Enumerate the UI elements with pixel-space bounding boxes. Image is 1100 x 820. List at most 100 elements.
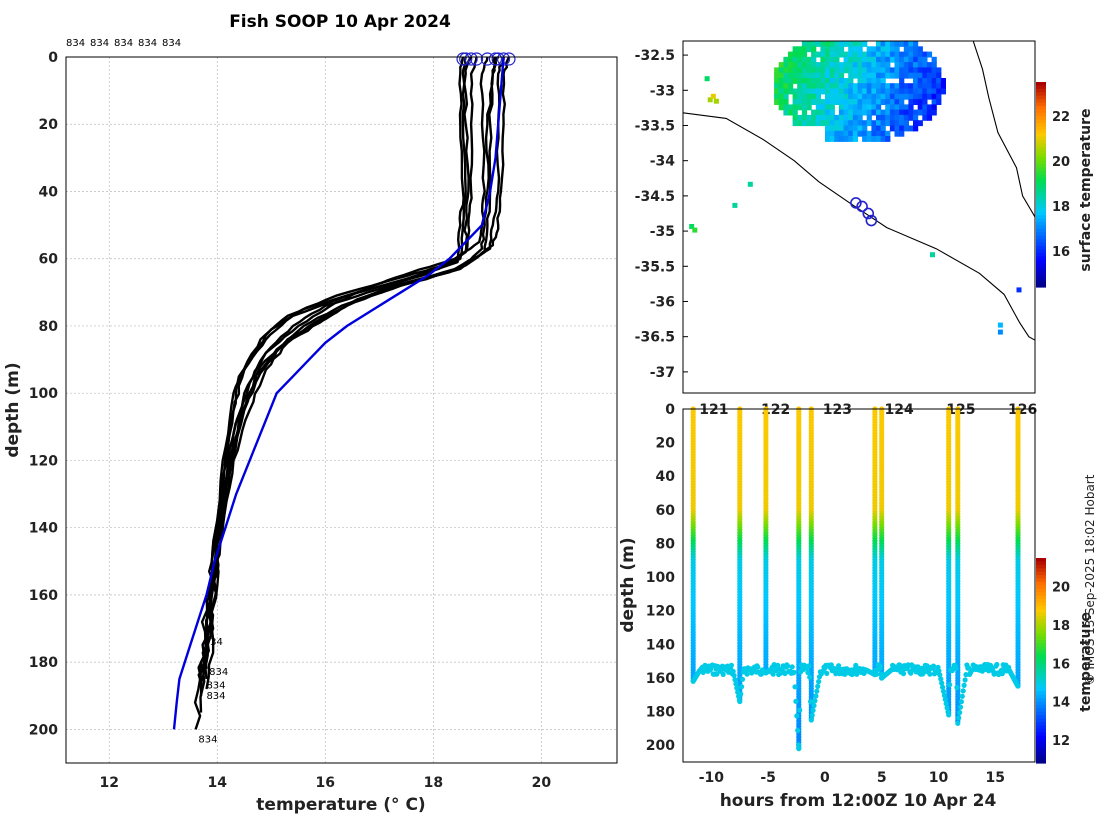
map-sst-cell [811, 114, 817, 121]
map-sst-cell [811, 46, 817, 53]
profile-station-label: 834 [206, 681, 225, 692]
map-sst-cell [820, 109, 826, 116]
map-sst-cell [838, 83, 845, 90]
map-sst-cell [857, 130, 863, 137]
map-sst-cell [857, 72, 863, 79]
map-sst-cell [866, 72, 872, 79]
map-sst-cell [692, 227, 698, 233]
map-sst-cell [903, 72, 909, 79]
map-sst-cell [852, 72, 858, 79]
map-sst-cell [848, 136, 854, 142]
map-sst-cell [838, 46, 845, 53]
map-sst-cell [820, 41, 826, 47]
map-sst-cell [834, 56, 840, 63]
section-colorbar-tick: 20 [1052, 581, 1070, 596]
map-sst-cell [903, 56, 909, 63]
map-sst-cell [913, 109, 919, 116]
depth-time-section-plot: 0 20 40 60 80 100 120 140 160 180 200 -10 -5 0 5 10 15 1… [618, 402, 1094, 811]
map-sst-cell [894, 120, 900, 127]
map-sst-cell [783, 83, 789, 90]
map-sst-cell [797, 46, 803, 53]
map-sst-cell [852, 114, 858, 121]
map-sst-cell [806, 120, 812, 127]
map-sst-cell [834, 99, 840, 105]
section-colorbar-swatch [1036, 660, 1046, 665]
map-track-point [865, 214, 878, 227]
map-sst-cell [926, 88, 933, 95]
map-sst-cell [806, 104, 812, 111]
map-sst-cell [926, 83, 933, 90]
map-sst-cell [908, 46, 914, 53]
map-sst-cell [871, 72, 877, 79]
map-sst-cell [871, 99, 877, 105]
map-sst-cell [848, 62, 854, 68]
section-point [731, 672, 737, 679]
map-sst-cell [876, 99, 882, 105]
map-sst-cell [852, 104, 858, 111]
map-sst-cell [908, 72, 914, 79]
map-colorbar-swatch [1036, 215, 1046, 220]
map-sst-cell [801, 78, 808, 84]
map-sst-cell [815, 88, 821, 95]
map-sst-cell [783, 67, 789, 74]
map-sst-cell [820, 99, 826, 105]
map-sst-cell [885, 114, 891, 121]
section-colorbar-swatch [1036, 622, 1046, 627]
map-sst-cell [834, 51, 840, 58]
section-colorbar-swatch [1036, 558, 1046, 562]
map-sst-cell [903, 83, 909, 90]
map-sst-cell [899, 109, 905, 116]
section-colorbar-swatch [1036, 667, 1046, 672]
section-point [877, 663, 883, 670]
map-sst-cell [848, 120, 854, 127]
map-sst-cell [848, 41, 854, 47]
map-sst-cell [885, 56, 891, 63]
map-sst-cell [815, 62, 821, 68]
section-colorbar-swatch [1036, 684, 1046, 689]
station-top-labels: 834 834 834 834 834 [66, 38, 181, 49]
map-sst-cell [899, 51, 905, 58]
map-sst-cell [922, 109, 928, 116]
map-sst-cell [857, 83, 863, 90]
map-sst-cell [931, 104, 937, 111]
map-sst-cell [899, 41, 905, 47]
map-sst-cell [788, 72, 794, 79]
map-sst-cell [885, 41, 891, 47]
profile-xtick-label: 16 [316, 775, 335, 791]
map-sst-cell [913, 62, 919, 68]
section-point [739, 684, 745, 690]
map-sst-cell [880, 120, 886, 127]
section-colorbar-swatch [1036, 681, 1046, 685]
map-colorbar-swatch [1036, 109, 1046, 114]
map-colorbar-tick: 18 [1052, 200, 1070, 215]
map-colorbar-swatch [1036, 105, 1046, 110]
map-sst-cell [820, 88, 826, 95]
map-frame [682, 40, 1036, 394]
map-sst-cell [913, 46, 919, 53]
map-colorbar-swatch [1036, 92, 1046, 97]
map-sst-cell [778, 99, 784, 105]
map-sst-cell [899, 130, 905, 137]
map-sst-cell [829, 125, 835, 132]
map-sst-cell [876, 120, 882, 127]
map-sst-cell [811, 56, 817, 63]
map-sst-cell [834, 78, 840, 84]
map-sst-cell [894, 88, 900, 95]
section-point [809, 712, 815, 718]
map-sst-cell [848, 88, 854, 95]
map-sst-cell [806, 99, 812, 105]
map-sst-cell [913, 67, 919, 74]
map-sst-cell [848, 83, 854, 90]
map-sst-cell [908, 67, 914, 74]
station-top-label: 834 [90, 38, 109, 49]
map-sst-cell [876, 88, 882, 95]
section-colorbar-swatch [1036, 732, 1046, 737]
map-sst-cell [843, 78, 849, 84]
map-sst-cell [797, 99, 803, 105]
map-sst-cell [792, 114, 798, 121]
section-xtick-label: 15 [986, 770, 1005, 786]
map-sst-cell [922, 88, 928, 95]
map-sst-cell [926, 104, 933, 111]
map-sst-cell [797, 93, 803, 100]
profile-ytick-label: 20 [39, 117, 59, 133]
